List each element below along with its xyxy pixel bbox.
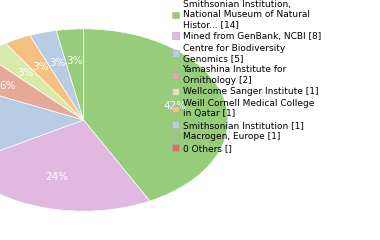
- Text: 6%: 6%: [0, 81, 15, 91]
- Text: 3%: 3%: [49, 58, 65, 68]
- Text: 3%: 3%: [17, 68, 34, 78]
- Wedge shape: [30, 30, 84, 120]
- Text: 3%: 3%: [66, 56, 83, 66]
- Text: 3%: 3%: [32, 62, 49, 72]
- Legend: Smithsonian Institution,
National Museum of Natural
Histor... [14], Mined from G: Smithsonian Institution, National Museum…: [172, 0, 321, 153]
- Wedge shape: [84, 29, 228, 201]
- Text: 24%: 24%: [46, 172, 69, 182]
- Wedge shape: [0, 43, 84, 120]
- Wedge shape: [0, 82, 84, 166]
- Wedge shape: [6, 35, 84, 120]
- Text: 42%: 42%: [163, 101, 186, 111]
- Wedge shape: [56, 29, 84, 120]
- Wedge shape: [0, 120, 150, 211]
- Wedge shape: [0, 54, 84, 120]
- Text: 15%: 15%: [0, 118, 2, 128]
